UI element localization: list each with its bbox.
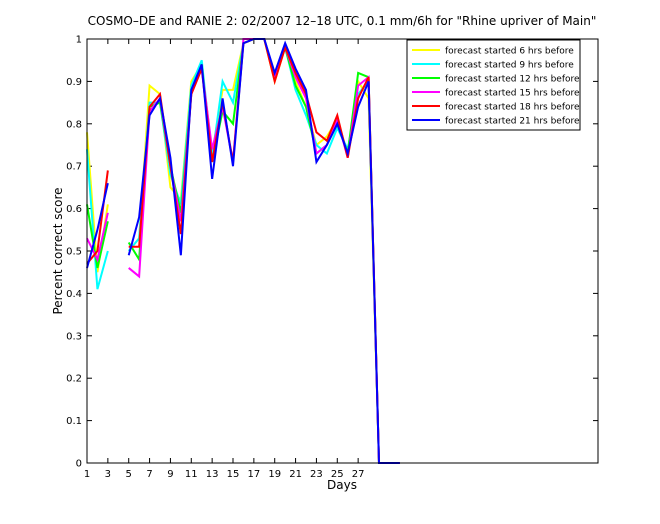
legend-box: [406, 39, 581, 131]
y-axis-label: Percent correct score: [51, 187, 65, 314]
legend-label: forecast started 18 hrs before: [445, 103, 580, 113]
legend-label: forecast started 21 hrs before: [445, 117, 580, 127]
x-tick-label: 19: [268, 469, 281, 480]
y-tick-label: 0.3: [66, 331, 82, 342]
x-tick-label: 11: [185, 469, 198, 480]
y-tick-label: 0.8: [66, 119, 82, 130]
y-tick-label: 0.6: [66, 204, 82, 215]
x-tick-label: 17: [247, 469, 260, 480]
y-tick-label: 0.4: [66, 289, 82, 300]
x-tick-label: 9: [167, 469, 173, 480]
x-tick-label: 5: [126, 469, 132, 480]
x-tick-label: 15: [227, 469, 240, 480]
y-tick-label: 0: [76, 459, 82, 470]
x-tick-label: 23: [310, 469, 323, 480]
x-tick-label: 13: [206, 469, 219, 480]
y-tick-label: 1: [76, 35, 82, 46]
legend-label: forecast started 9 hrs before: [445, 61, 574, 71]
chart-title: COSMO–DE and RANIE 2: 02/2007 12–18 UTC,…: [88, 14, 597, 28]
y-tick-label: 0.9: [66, 77, 82, 88]
x-tick-label: 25: [331, 469, 344, 480]
legend-label: forecast started 12 hrs before: [445, 75, 580, 85]
x-tick-label: 7: [146, 469, 152, 480]
x-axis-label: Days: [327, 478, 357, 492]
y-tick-label: 0.1: [66, 416, 82, 427]
axes-box: [86, 38, 599, 464]
x-tick-label: 27: [352, 469, 365, 480]
y-tick-label: 0.2: [66, 374, 82, 385]
y-tick-label: 0.7: [66, 162, 82, 173]
legend-label: forecast started 6 hrs before: [445, 47, 574, 57]
legend-label: forecast started 15 hrs before: [445, 89, 580, 99]
x-tick-label: 3: [105, 469, 111, 480]
y-tick-label: 0.5: [66, 247, 82, 258]
x-tick-label: 1: [84, 469, 90, 480]
x-tick-label: 21: [289, 469, 302, 480]
